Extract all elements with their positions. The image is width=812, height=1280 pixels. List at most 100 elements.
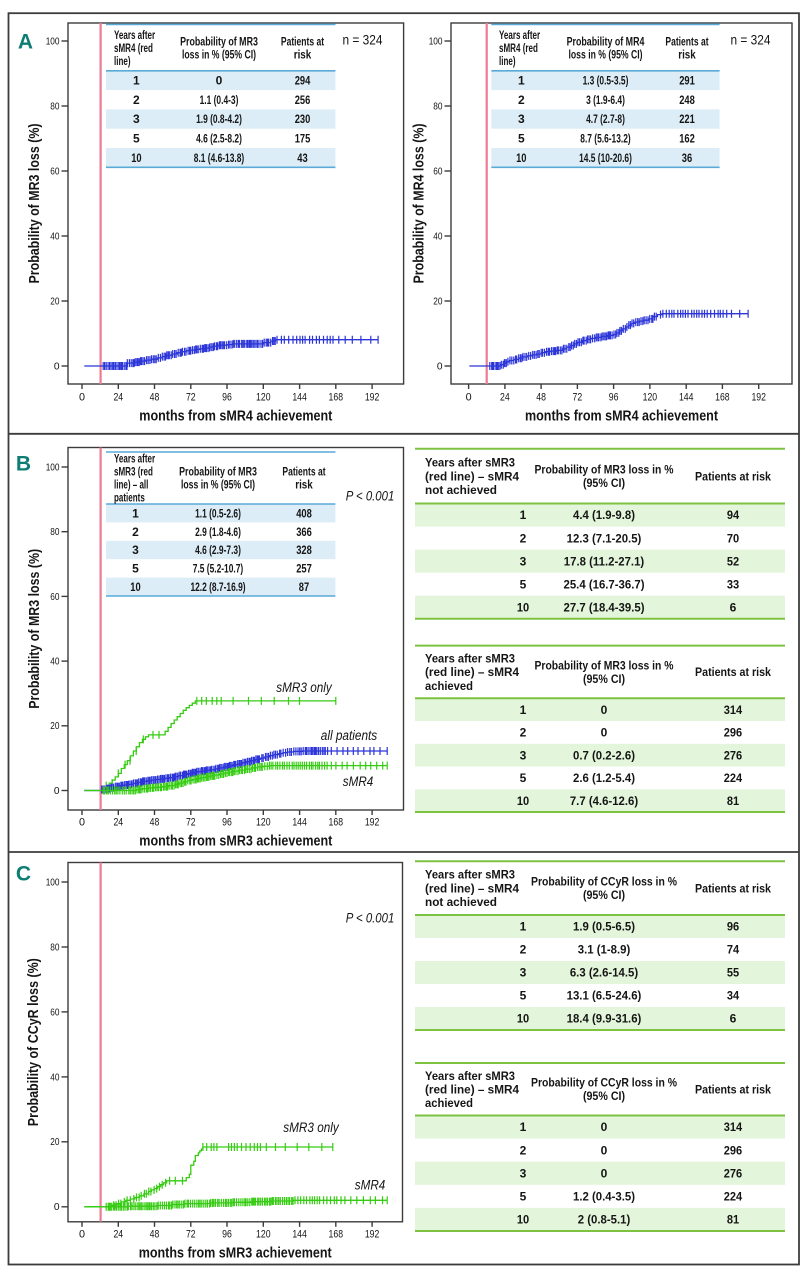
svg-text:months from sMR4 achievement: months from sMR4 achievement [525,408,718,425]
svg-text:(95% CI): (95% CI) [583,672,625,686]
svg-text:8.7 (5.6-13.2): 8.7 (5.6-13.2) [580,132,630,146]
svg-text:Patients at risk: Patients at risk [695,665,771,679]
svg-text:(red line) – sMR4: (red line) – sMR4 [425,1083,519,1097]
svg-text:3: 3 [518,112,525,126]
svg-text:74: 74 [727,943,740,957]
svg-text:100: 100 [46,877,60,888]
svg-text:48: 48 [150,392,160,404]
svg-text:1.1 (0.4-3): 1.1 (0.4-3) [200,93,239,107]
svg-text:100: 100 [429,36,443,47]
svg-text:1: 1 [518,74,525,88]
svg-text:line) – all: line) – all [114,478,148,492]
svg-text:96: 96 [727,920,740,934]
svg-text:20: 20 [433,296,442,307]
svg-text:1: 1 [133,74,140,88]
svg-text:loss in % (95% CI): loss in % (95% CI) [181,478,255,492]
svg-text:4.7 (2.7-8): 4.7 (2.7-8) [586,112,625,126]
svg-text:5: 5 [132,562,139,576]
svg-text:1.2 (0.4-3.5): 1.2 (0.4-3.5) [573,1190,635,1204]
svg-text:72: 72 [573,392,583,404]
svg-text:296: 296 [724,726,743,740]
svg-text:60: 60 [50,1007,59,1018]
svg-text:1: 1 [520,1120,527,1134]
svg-text:168: 168 [329,1228,344,1240]
svg-text:120: 120 [256,1228,271,1240]
svg-text:10: 10 [517,794,530,808]
svg-text:70: 70 [727,531,740,545]
svg-text:months from sMR4 achievement: months from sMR4 achievement [139,408,332,425]
svg-text:94: 94 [727,508,740,522]
svg-text:0: 0 [79,1228,85,1240]
svg-text:2: 2 [132,525,139,539]
svg-text:168: 168 [329,392,344,404]
svg-text:10: 10 [130,580,141,594]
svg-text:3 (1.9-6.4): 3 (1.9-6.4) [586,93,625,107]
svg-text:7.7 (4.6-12.6): 7.7 (4.6-12.6) [570,794,638,808]
svg-text:36: 36 [682,151,693,165]
svg-text:achieved: achieved [425,1096,473,1110]
svg-text:40: 40 [50,231,59,242]
svg-text:0: 0 [601,1143,608,1157]
svg-text:not achieved: not achieved [425,483,497,497]
svg-text:4.6 (2.5-8.2): 4.6 (2.5-8.2) [196,132,242,146]
svg-text:Years after sMR3: Years after sMR3 [425,456,515,470]
svg-text:5: 5 [520,771,527,785]
svg-text:P < 0.001: P < 0.001 [346,911,395,926]
svg-text:10: 10 [517,1213,530,1227]
svg-text:Years after: Years after [114,28,155,42]
svg-text:Probability of MR3 loss (%): Probability of MR3 loss (%) [26,124,43,284]
svg-text:2: 2 [518,93,525,107]
svg-text:months from sMR3 achievement: months from sMR3 achievement [139,1244,332,1261]
svg-text:Probability of MR3: Probability of MR3 [180,34,258,48]
svg-text:100: 100 [46,462,60,473]
svg-text:risk: risk [295,478,313,492]
svg-text:0: 0 [601,1167,608,1181]
svg-text:2: 2 [520,531,527,545]
svg-text:8.1 (4.6-13.8): 8.1 (4.6-13.8) [194,151,244,165]
svg-text:80: 80 [50,101,59,112]
svg-text:72: 72 [186,817,196,829]
svg-text:3.1 (1-8.9): 3.1 (1-8.9) [578,943,631,957]
svg-text:1: 1 [520,703,527,717]
svg-text:0.7 (0.2-2.6): 0.7 (0.2-2.6) [573,748,635,762]
svg-text:6.3 (2.6-14.5): 6.3 (2.6-14.5) [570,966,638,980]
svg-text:192: 192 [365,817,380,829]
svg-text:55: 55 [727,966,740,980]
svg-text:10: 10 [517,1012,530,1026]
svg-text:0: 0 [437,361,443,372]
svg-text:Probability of MR4: Probability of MR4 [567,34,645,48]
svg-text:24: 24 [113,817,123,829]
svg-text:Patients at: Patients at [281,34,324,48]
svg-text:Probability of CCyR loss in %: Probability of CCyR loss in % [531,1076,677,1090]
svg-text:192: 192 [365,392,380,404]
svg-text:0: 0 [54,361,60,372]
svg-text:96: 96 [222,1228,232,1240]
svg-text:1.1 (0.5-2.6): 1.1 (0.5-2.6) [195,506,241,520]
svg-text:20: 20 [50,1137,59,1148]
svg-text:(red line) – sMR4: (red line) – sMR4 [425,881,519,895]
svg-text:60: 60 [433,166,442,177]
svg-text:43: 43 [297,151,308,165]
svg-text:Patients at risk: Patients at risk [695,881,771,895]
svg-text:5: 5 [133,132,140,146]
svg-text:294: 294 [295,74,311,88]
svg-text:n = 324: n = 324 [343,33,383,48]
svg-text:276: 276 [724,1167,743,1181]
svg-text:sMR3 only: sMR3 only [276,680,333,695]
svg-text:96: 96 [222,817,232,829]
svg-text:0: 0 [79,817,85,829]
svg-text:96: 96 [609,392,619,404]
svg-text:0: 0 [601,703,608,717]
svg-text:72: 72 [186,392,196,404]
svg-text:48: 48 [536,392,546,404]
svg-text:Probability of MR3 loss in %: Probability of MR3 loss in % [535,463,674,477]
svg-text:81: 81 [727,1213,740,1227]
svg-text:24: 24 [113,1228,123,1240]
svg-text:192: 192 [751,392,766,404]
svg-text:366: 366 [296,525,312,539]
svg-text:4.6 (2.9-7.3): 4.6 (2.9-7.3) [195,543,241,557]
svg-text:(95% CI): (95% CI) [583,888,625,902]
svg-text:not achieved: not achieved [425,895,497,909]
svg-text:168: 168 [715,392,730,404]
svg-text:40: 40 [50,657,59,668]
